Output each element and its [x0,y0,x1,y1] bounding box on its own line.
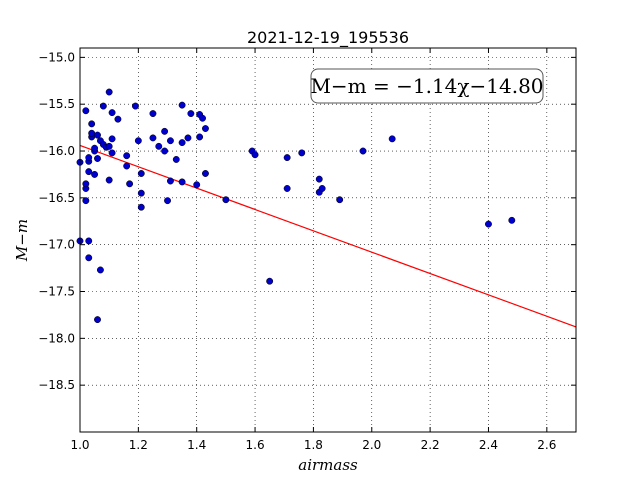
data-point [105,142,113,150]
data-point [114,115,122,123]
x-tick-label: 1.4 [187,438,206,452]
data-point [85,237,93,245]
data-point [193,181,201,189]
annotation-box [310,68,544,104]
data-point [166,137,174,145]
y-tick-label: −17.5 [38,285,75,299]
data-point [298,149,306,157]
data-point [96,266,104,274]
data-point [508,216,516,224]
x-tick-label: 1.6 [246,438,265,452]
y-tick-label: −18.5 [38,378,75,392]
x-tick-label: 1.0 [70,438,89,452]
data-point [202,170,209,177]
data-point [187,110,195,118]
data-point [172,156,180,163]
x-axis-label: airmass [298,456,358,474]
axes-frame [79,47,577,433]
data-point [91,170,99,178]
data-point [137,189,145,197]
data-point [283,185,291,192]
data-point [82,107,90,115]
y-tick-label: −15.5 [38,97,75,111]
data-point [108,135,116,143]
x-tick-label: 1.2 [129,438,148,452]
y-tick-label: −16.0 [38,144,75,158]
data-point [85,254,93,262]
data-point [202,125,209,132]
data-point [178,101,186,109]
data-point [161,127,169,135]
data-point [161,147,169,155]
data-point [388,135,396,143]
data-point [82,180,90,188]
data-point [166,177,174,185]
y-axis-label: M−m [13,219,31,262]
data-point [178,178,186,186]
data-point [88,129,96,137]
data-point [82,197,90,205]
x-tick-label: 2.4 [479,438,498,452]
data-point [105,176,113,184]
data-point [126,180,134,188]
x-tick-label: 2.2 [421,438,440,452]
chart-title: 2021-12-19_195536 [247,28,409,48]
data-point [94,316,101,324]
data-point [178,139,186,147]
data-point [283,154,291,162]
data-point [88,120,96,128]
data-point [359,147,367,155]
fit-line [79,144,577,328]
x-tick-label: 2.6 [537,438,556,452]
y-tick-label: −18.0 [38,331,75,345]
data-point [149,134,157,142]
data-point [266,277,274,285]
data-point [99,102,107,110]
data-point [251,151,259,159]
data-point [94,131,101,139]
data-point [123,162,131,170]
data-point [94,155,101,162]
data-point [108,109,116,117]
plot-area: 1.0 1.2 1.4 1.6 1.8 2.0 2.2 2.4 2.6 −15.0 −15.5 −16… [38,47,577,452]
data-point [184,134,192,142]
data-point [196,133,204,141]
y-tick-label: −17.0 [38,238,75,252]
data-point [315,175,323,183]
y-tick-label: −16.5 [38,191,75,205]
data-point [164,197,171,205]
x-tick-label: 2.0 [362,438,381,452]
y-tick-label: −15.0 [38,50,75,64]
data-point [108,149,116,157]
data-point [137,203,145,211]
data-point [91,144,99,152]
data-point [85,168,93,176]
x-tick-label: 1.8 [304,438,323,452]
annotation-text: M−m = −1.14χ−14.80 [310,74,543,98]
data-point [155,142,163,150]
data-point [137,170,145,177]
data-point [105,88,113,96]
data-point [222,196,230,204]
data-point [134,137,142,145]
data-point [336,196,344,204]
data-point [199,114,206,122]
data-point [149,110,157,118]
data-point [485,220,492,228]
data-point [123,152,131,160]
data-point [131,102,139,110]
data-point [318,185,326,192]
data-point [85,154,93,162]
